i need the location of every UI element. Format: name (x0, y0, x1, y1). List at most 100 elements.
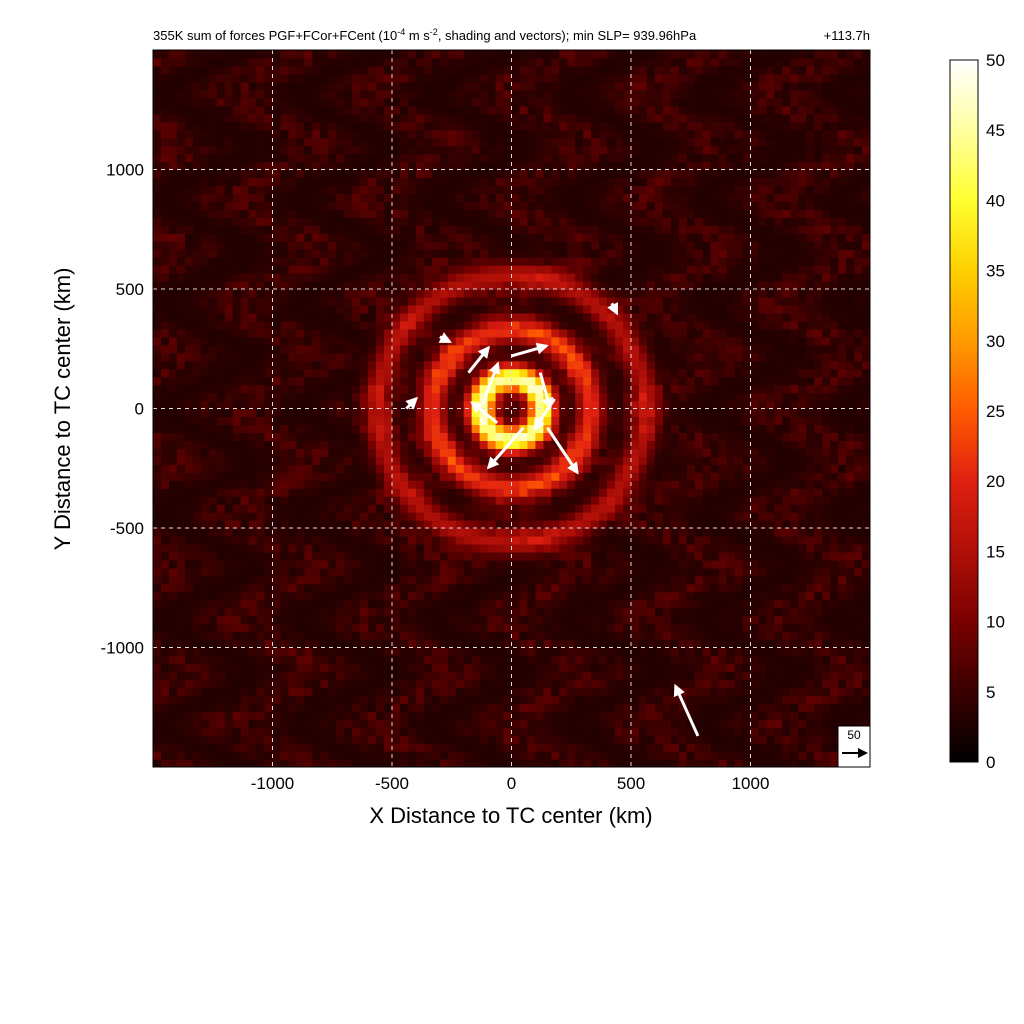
heatmap-cell (153, 663, 162, 672)
heatmap-cell (224, 281, 234, 290)
heatmap-cell (407, 472, 417, 481)
heatmap-cell (360, 567, 369, 577)
heatmap-cell (447, 265, 457, 274)
heatmap-cell (248, 448, 258, 457)
heatmap-cell (407, 647, 417, 657)
heatmap-cell (407, 233, 417, 242)
heatmap-cell (344, 695, 353, 704)
heatmap-cell (208, 105, 218, 115)
heatmap-cell (288, 599, 297, 609)
heatmap-cell (160, 424, 170, 433)
heatmap-cell (463, 719, 473, 728)
heatmap-cell (224, 416, 234, 426)
heatmap-cell (312, 703, 321, 712)
heatmap-cell (543, 711, 552, 720)
heatmap-cell (567, 169, 576, 179)
heatmap-cell (224, 591, 234, 601)
heatmap-cell (280, 344, 290, 354)
heatmap-cell (240, 480, 250, 489)
heatmap-cell (176, 464, 186, 473)
heatmap-cell (503, 400, 513, 410)
heatmap-cell (344, 615, 353, 625)
heatmap-cell (176, 543, 186, 553)
heatmap-cell (551, 352, 560, 362)
heatmap-cell (184, 751, 194, 760)
heatmap-cell (439, 225, 449, 234)
heatmap-cell (344, 432, 353, 441)
heatmap-cell (352, 360, 361, 370)
heatmap-cell (439, 113, 449, 123)
heatmap-cell (447, 559, 457, 569)
heatmap-cell (519, 233, 529, 242)
heatmap-cell (384, 575, 393, 585)
heatmap-cell (519, 711, 529, 720)
heatmap-cell (296, 257, 305, 266)
heatmap-cell (288, 679, 297, 688)
heatmap-cell (232, 105, 242, 115)
heatmap-cell (240, 209, 250, 218)
heatmap-cell (407, 591, 417, 601)
heatmap-cell (439, 185, 449, 194)
heatmap-cell (304, 289, 313, 298)
heatmap-cell (360, 599, 369, 609)
heatmap-cell (256, 599, 266, 609)
heatmap-cell (479, 607, 489, 617)
heatmap-cell (495, 671, 505, 680)
heatmap-cell (407, 711, 417, 720)
heatmap-cell (256, 647, 266, 657)
heatmap-cell (455, 488, 465, 497)
heatmap-cell (248, 647, 258, 657)
heatmap-cell (256, 392, 266, 402)
heatmap-cell (535, 65, 544, 75)
heatmap-cell (280, 416, 290, 426)
heatmap-cell (344, 360, 353, 370)
heatmap-cell (312, 113, 321, 123)
heatmap-cell (447, 121, 457, 131)
heatmap-cell (304, 392, 313, 402)
heatmap-cell (503, 615, 513, 625)
heatmap-cell (559, 472, 568, 481)
heatmap-cell (384, 647, 393, 657)
heatmap-cell (328, 599, 337, 609)
heatmap-cell (264, 615, 274, 625)
heatmap-cell (168, 583, 178, 593)
heatmap-cell (567, 432, 576, 441)
heatmap-cell (272, 336, 282, 346)
heatmap-cell (192, 304, 202, 314)
heatmap-cell (184, 679, 194, 688)
heatmap-cell (439, 400, 449, 410)
heatmap-cell (527, 233, 536, 242)
heatmap-cell (192, 456, 202, 465)
heatmap-cell (503, 153, 513, 163)
heatmap-cell (543, 225, 552, 234)
heatmap-cell (439, 65, 449, 75)
heatmap-cell (248, 352, 258, 362)
heatmap-cell (423, 687, 433, 696)
heatmap-cell (248, 543, 258, 553)
heatmap-cell (376, 73, 385, 83)
heatmap-cell (288, 384, 297, 394)
heatmap-cell (232, 217, 242, 226)
heatmap-cell (272, 209, 282, 218)
heatmap-cell (248, 265, 258, 274)
heatmap-cell (224, 759, 234, 767)
heatmap-cell (463, 296, 473, 306)
heatmap-cell (168, 320, 178, 330)
heatmap-cell (567, 384, 576, 394)
heatmap-cell (527, 751, 536, 760)
heatmap-cell (471, 368, 481, 378)
heatmap-cell (399, 328, 409, 338)
heatmap-cell (575, 575, 584, 585)
heatmap-cell (575, 719, 584, 728)
heatmap-cell (280, 249, 290, 258)
heatmap-cell (503, 241, 513, 250)
heatmap-cell (288, 273, 297, 282)
heatmap-cell (328, 169, 337, 179)
heatmap-cell (583, 73, 592, 83)
heatmap-cell (328, 360, 337, 370)
heatmap-cell (336, 464, 345, 473)
heatmap-cell (447, 312, 457, 322)
heatmap-cell (288, 551, 297, 561)
heatmap-cell (455, 567, 465, 577)
heatmap-cell (471, 304, 481, 314)
